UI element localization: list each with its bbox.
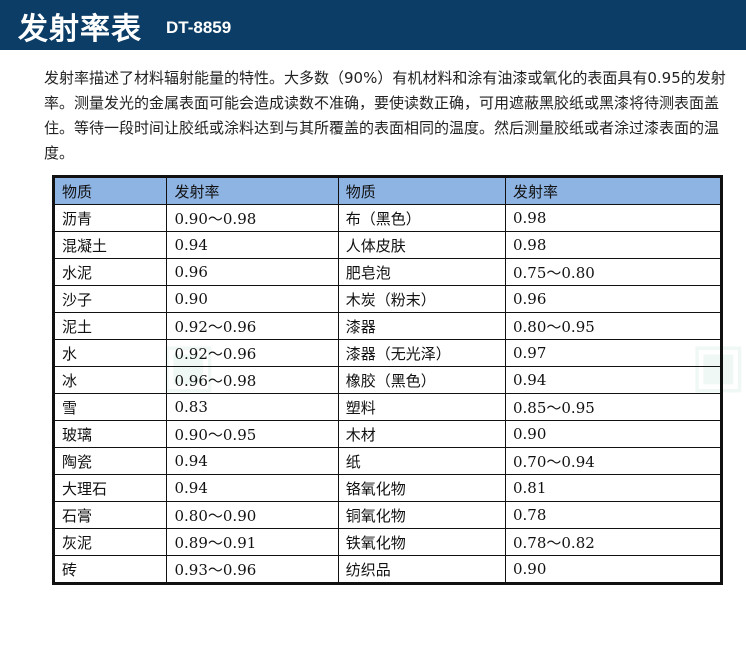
table-row: 泥土 0.92～0.96 漆器 0.80～0.95 [52,312,723,340]
emissivity-cell: 0.81 [504,474,723,502]
material-cell: 沥青 [52,204,168,232]
table-row: 陶瓷 0.94 纸 0.70～0.94 [52,447,723,475]
table-row: 雪 0.83 塑料 0.85～0.95 [52,393,723,421]
material-cell: 水 [52,339,168,367]
material-cell: 漆器（无光泽） [337,339,506,367]
material-cell: 沙子 [52,285,168,313]
material-cell: 布（黑色） [337,204,506,232]
table-row: 沥青 0.90～0.98 布（黑色） 0.98 [52,204,723,232]
emissivity-cell: 0.94 [166,447,339,475]
table-row: 砖 0.93～0.96 纺织品 0.90 [52,555,723,584]
emissivity-cell: 0.83 [166,393,339,421]
emissivity-cell: 0.98 [504,204,723,232]
table-header-row: 物质 发射率 物质 发射率 [52,176,723,205]
material-cell: 纺织品 [337,555,506,584]
table-row: 沙子 0.90 木炭（粉末） 0.96 [52,285,723,313]
emissivity-cell: 0.78 [504,501,723,529]
emissivity-cell: 0.97 [504,339,723,367]
emissivity-cell: 0.85～0.95 [504,393,723,421]
emissivity-cell: 0.96 [504,285,723,313]
table-row: 灰泥 0.89～0.91 铁氧化物 0.78～0.82 [52,528,723,556]
column-header: 物质 [337,176,506,205]
model-number: DT-8859 [166,18,232,37]
material-cell: 玻璃 [52,420,168,448]
emissivity-cell: 0.90 [504,555,723,584]
emissivity-cell: 0.89～0.91 [166,528,339,556]
material-cell: 大理石 [52,474,168,502]
table-row: 石膏 0.80～0.90 铜氧化物 0.78 [52,501,723,529]
table-row: 大理石 0.94 铬氧化物 0.81 [52,474,723,502]
column-header: 物质 [52,176,168,205]
intro-paragraph: 发射率描述了材料辐射能量的特性。大多数（90%）有机材料和涂有油漆或氧化的表面具… [44,69,726,162]
material-cell: 塑料 [337,393,506,421]
table-row: 冰 0.96～0.98 橡胶（黑色） 0.94 [52,366,723,394]
emissivity-cell: 0.94 [166,231,339,259]
table-row: 水泥 0.96 肥皂泡 0.75～0.80 [52,258,723,286]
emissivity-cell: 0.93～0.96 [166,555,339,584]
material-cell: 混凝土 [52,231,168,259]
emissivity-cell: 0.90 [166,285,339,313]
table-row: 玻璃 0.90～0.95 木材 0.90 [52,420,723,448]
emissivity-table: 物质 发射率 物质 发射率 沥青 0.90～0.98 布（黑色） 0.98 混凝土 0.94 人体… [52,175,723,585]
material-cell: 人体皮肤 [337,231,506,259]
emissivity-cell: 0.96～0.98 [166,366,339,394]
material-cell: 漆器 [337,312,506,340]
material-cell: 陶瓷 [52,447,168,475]
material-cell: 肥皂泡 [337,258,506,286]
emissivity-cell: 0.80～0.90 [166,501,339,529]
emissivity-cell: 0.90 [504,420,723,448]
emissivity-cell: 0.94 [504,366,723,394]
emissivity-cell: 0.80～0.95 [504,312,723,340]
material-cell: 木材 [337,420,506,448]
emissivity-cell: 0.94 [166,474,339,502]
material-cell: 石膏 [52,501,168,529]
material-cell: 雪 [52,393,168,421]
title-banner: 发射率表 DT-8859 [0,0,746,50]
emissivity-cell: 0.96 [166,258,339,286]
emissivity-cell: 0.70～0.94 [504,447,723,475]
page-title: 发射率表 [18,12,142,47]
emissivity-cell: 0.98 [504,231,723,259]
material-cell: 铬氧化物 [337,474,506,502]
column-header: 发射率 [166,176,339,205]
material-cell: 灰泥 [52,528,168,556]
material-cell: 橡胶（黑色） [337,366,506,394]
emissivity-cell: 0.78～0.82 [504,528,723,556]
emissivity-cell: 0.75～0.80 [504,258,723,286]
emissivity-cell: 0.92～0.96 [166,312,339,340]
material-cell: 冰 [52,366,168,394]
material-cell: 铁氧化物 [337,528,506,556]
column-header: 发射率 [504,176,723,205]
material-cell: 木炭（粉末） [337,285,506,313]
emissivity-cell: 0.92～0.96 [166,339,339,367]
material-cell: 砖 [52,555,168,584]
material-cell: 纸 [337,447,506,475]
emissivity-cell: 0.90～0.98 [166,204,339,232]
table-row: 混凝土 0.94 人体皮肤 0.98 [52,231,723,259]
material-cell: 铜氧化物 [337,501,506,529]
material-cell: 水泥 [52,258,168,286]
table-row: 水 0.92～0.96 漆器（无光泽） 0.97 [52,339,723,367]
material-cell: 泥土 [52,312,168,340]
emissivity-cell: 0.90～0.95 [166,420,339,448]
